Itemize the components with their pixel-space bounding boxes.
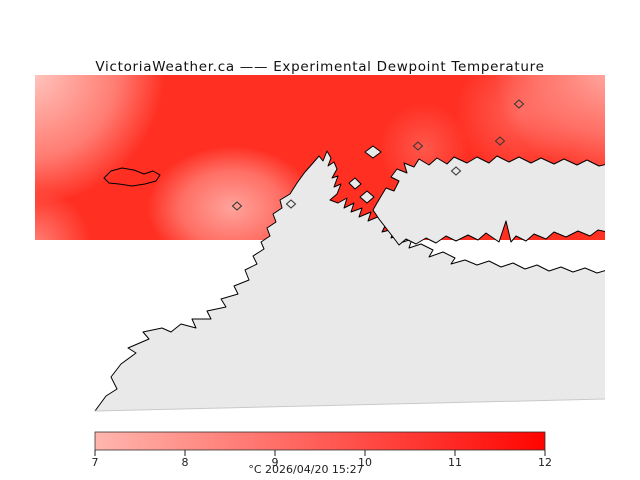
station-markers <box>231 99 525 211</box>
light-spot-bottom-left <box>35 189 91 240</box>
landmass-north <box>372 155 605 246</box>
colorbar-tick-label: 8 <box>182 456 189 469</box>
colorbar-gradient <box>94 431 546 451</box>
small-island-1 <box>359 190 375 204</box>
west-island-outline <box>103 167 161 187</box>
page-title: VictoriaWeather.ca —— Experimental Dewpo… <box>95 59 544 75</box>
small-island-2 <box>364 145 382 159</box>
coastline-south <box>94 150 605 412</box>
map-bottom-edge <box>94 398 605 412</box>
colorbar-tick-label: 11 <box>448 456 462 469</box>
colorbar: 7 8 9 10 11 12 °C 2026/04/20 15:27 <box>92 431 552 476</box>
colorbar-tick-label: 7 <box>92 456 99 469</box>
units-timestamp-label: °C 2026/04/20 15:27 <box>248 463 363 476</box>
station-marker <box>450 166 462 176</box>
station-marker <box>285 199 297 209</box>
colorbar-tick-label: 10 <box>358 456 372 469</box>
station-marker <box>494 136 506 146</box>
light-spot-top-left <box>35 75 165 205</box>
small-island-3 <box>348 177 362 190</box>
colorbar-tick-label: 12 <box>538 456 552 469</box>
colorbar-axis: 7 8 9 10 11 12 <box>92 450 552 469</box>
station-marker <box>513 99 525 109</box>
land-layer <box>94 145 605 412</box>
field-light-spots <box>35 75 605 240</box>
colorbar-tick-label: 9 <box>272 456 279 469</box>
station-marker <box>412 141 424 151</box>
light-spot-mid-right <box>455 75 585 177</box>
station-marker <box>231 201 243 211</box>
landmass-south <box>95 151 605 411</box>
dewpoint-field <box>35 75 605 240</box>
